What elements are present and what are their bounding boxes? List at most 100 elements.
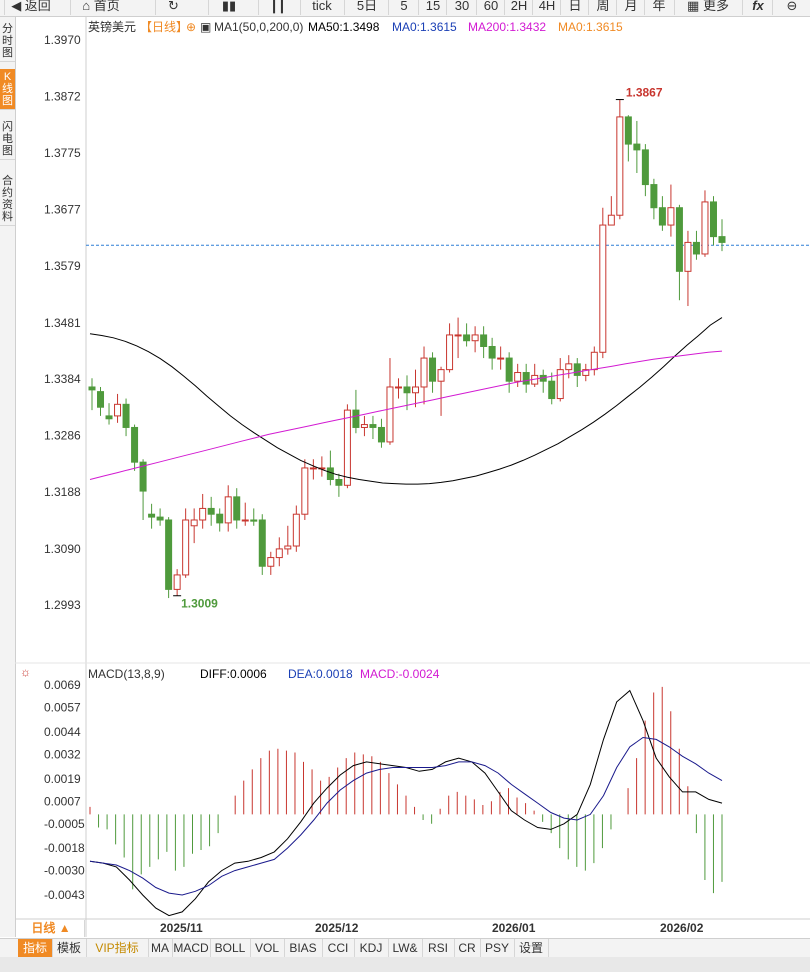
- candle-body: [709, 201, 717, 238]
- candle-body: [692, 241, 700, 255]
- side-tab-0[interactable]: 分时图: [0, 21, 15, 62]
- ma200-line: [89, 350, 723, 480]
- candle-body: [105, 415, 113, 420]
- candle-body: [369, 424, 377, 428]
- refresh-icon[interactable]: ↻: [155, 0, 191, 15]
- candle-body: [633, 143, 641, 151]
- indicator-tab-14[interactable]: 设置: [514, 939, 549, 957]
- candle-body: [658, 207, 666, 226]
- back-button-label: 返回: [24, 0, 51, 13]
- candle-body: [88, 386, 96, 391]
- indicator-tab-2[interactable]: VIP指标: [86, 939, 149, 957]
- chart-icon[interactable]: ▮▮: [208, 0, 249, 15]
- macd-tick-label: 0.0032: [44, 747, 81, 761]
- candle-icon[interactable]: ┃┃: [258, 0, 297, 15]
- period-tab-8[interactable]: 周: [588, 0, 617, 15]
- candle-body: [207, 507, 215, 515]
- macd-tick-label: 0.0044: [44, 725, 81, 739]
- period-tab-0[interactable]: 5日: [344, 0, 389, 15]
- period-tab-9[interactable]: 月: [616, 0, 645, 15]
- period-selector[interactable]: 日线 ▲: [18, 920, 85, 937]
- candle-body: [607, 214, 615, 226]
- side-tab-3[interactable]: 合约资料: [0, 173, 15, 226]
- indicator-tab-9[interactable]: KDJ: [354, 939, 389, 957]
- period-tab-4[interactable]: 60: [476, 0, 505, 15]
- more-button[interactable]: ▦ 更多: [674, 0, 741, 15]
- macd-tick-label: 0.0007: [44, 794, 81, 808]
- candle-body: [258, 519, 266, 567]
- indicator-tab-13[interactable]: PSY: [480, 939, 515, 957]
- candle-body: [216, 513, 224, 524]
- candle-body: [565, 363, 573, 371]
- ma-label: MA1(50,0,200,0): [214, 20, 303, 34]
- period-tab-7[interactable]: 日: [560, 0, 589, 15]
- candle-body: [275, 548, 283, 559]
- candle-body: [97, 391, 105, 408]
- formula-button[interactable]: fx: [742, 0, 773, 15]
- back-icon: ◀: [11, 0, 25, 13]
- candle-body: [114, 403, 122, 417]
- macd-label: MACD(13,8,9): [88, 667, 165, 681]
- candle-body: [505, 357, 513, 382]
- candle-body: [429, 357, 437, 382]
- macd-settings-icon: ☼: [20, 665, 31, 679]
- period-tag: 【日线】: [140, 20, 188, 34]
- zoom-out-icon[interactable]: ⊖: [772, 0, 810, 15]
- candle-body: [675, 207, 683, 272]
- indicator-tab-11[interactable]: RSI: [422, 939, 455, 957]
- home-button[interactable]: ⌂ 首页: [70, 0, 131, 15]
- candle-body: [497, 357, 505, 360]
- indicator-tab-8[interactable]: CCI: [322, 939, 355, 957]
- candle-body: [667, 207, 675, 226]
- period-tab-6[interactable]: 4H: [532, 0, 561, 15]
- price-tick-label: 1.3481: [44, 316, 81, 330]
- candle-body: [463, 334, 471, 342]
- macd-tick-label: -0.0043: [44, 888, 85, 902]
- candle-body: [403, 386, 411, 394]
- candle-body: [335, 479, 343, 486]
- indicator-tab-4[interactable]: MACD: [172, 939, 211, 957]
- indicator-tab-1[interactable]: 模板: [52, 939, 87, 957]
- side-tab-2[interactable]: 闪电图: [0, 119, 15, 160]
- settings-icon: ⊕: [186, 20, 196, 34]
- candle-body: [267, 557, 275, 567]
- dea-readout: DEA:0.0018: [288, 667, 353, 681]
- indicator-tab-7[interactable]: BIAS: [284, 939, 323, 957]
- home-button-label: 首页: [93, 0, 120, 13]
- candle-body: [233, 496, 241, 521]
- indicator-tab-5[interactable]: BOLL: [210, 939, 251, 957]
- ma50-readout: MA50:1.3498: [308, 20, 380, 34]
- macd-tick-label: 0.0069: [44, 678, 81, 692]
- candle-body: [599, 224, 607, 353]
- candle-body: [250, 519, 258, 522]
- indicator-tab-3[interactable]: MA: [148, 939, 173, 957]
- period-tab-1[interactable]: 5: [388, 0, 419, 15]
- indicator-tab-0[interactable]: 指标: [18, 939, 53, 957]
- symbol-label: 英镑美元: [88, 19, 136, 34]
- price-tick-label: 1.3872: [44, 90, 81, 104]
- candle-body: [471, 334, 479, 342]
- macd-tick-label: -0.0030: [44, 864, 85, 878]
- side-tab-1[interactable]: K线图: [0, 69, 15, 110]
- indicator-tab-10[interactable]: LW&: [388, 939, 423, 957]
- candle-body: [514, 372, 522, 382]
- ma0b-readout: MA0:1.3615: [558, 20, 623, 34]
- period-tab-10[interactable]: 年: [644, 0, 673, 15]
- indicator-icon: ▣: [200, 20, 211, 34]
- indicator-tab-12[interactable]: CR: [454, 939, 481, 957]
- top-toolbar: ◀ 返回 ⌂ 首页 ↻ ▮▮ ┃┃ tick 5日 5 15 30 60 2H 4H 日周月年 ▦ 更多 fx…: [0, 0, 810, 17]
- price-tick-label: 1.3579: [44, 259, 81, 273]
- tick-button[interactable]: tick: [300, 0, 343, 15]
- candle-body: [122, 403, 130, 428]
- candle-body: [454, 334, 462, 337]
- indicator-tab-6[interactable]: VOL: [250, 939, 285, 957]
- candle-body: [182, 519, 190, 576]
- period-tab-5[interactable]: 2H: [504, 0, 533, 15]
- diff-readout: DIFF:0.0006: [200, 667, 267, 681]
- period-tab-3[interactable]: 30: [446, 0, 477, 15]
- back-button[interactable]: ◀ 返回: [4, 0, 57, 15]
- period-tab-2[interactable]: 15: [418, 0, 447, 15]
- candle-body: [573, 363, 581, 376]
- candle-body: [224, 496, 232, 524]
- candle-body: [590, 351, 598, 371]
